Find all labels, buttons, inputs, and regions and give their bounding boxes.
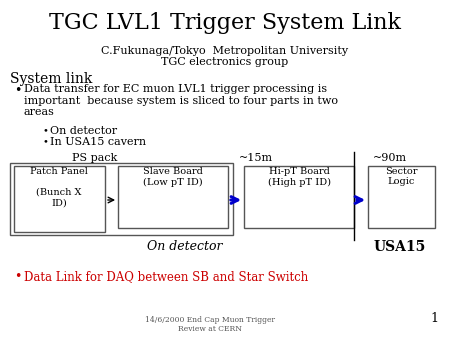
Text: 14/6/2000 End Cap Muon Trigger
Review at CERN: 14/6/2000 End Cap Muon Trigger Review at… — [145, 316, 275, 333]
Text: Hi-pT Board
(High pT ID): Hi-pT Board (High pT ID) — [267, 167, 330, 187]
Text: System link: System link — [10, 72, 92, 86]
Text: Data transfer for EC muon LVL1 trigger processing is
important  because system i: Data transfer for EC muon LVL1 trigger p… — [24, 84, 338, 117]
Text: PS pack: PS pack — [72, 153, 118, 163]
Bar — [244, 166, 354, 228]
Bar — [14, 166, 105, 232]
Text: TGC electronics group: TGC electronics group — [162, 57, 288, 67]
Text: ~15m: ~15m — [239, 153, 273, 163]
Text: •: • — [14, 84, 22, 97]
Text: C.Fukunaga/Tokyo  Metropolitan University: C.Fukunaga/Tokyo Metropolitan University — [101, 46, 349, 56]
Text: 1: 1 — [430, 312, 438, 325]
Text: Sector
Logic: Sector Logic — [385, 167, 417, 186]
Text: •: • — [14, 270, 22, 283]
Text: TGC LVL1 Trigger System Link: TGC LVL1 Trigger System Link — [49, 12, 401, 34]
Bar — [118, 166, 228, 228]
Text: USA15: USA15 — [374, 240, 426, 254]
Text: In USA15 cavern: In USA15 cavern — [50, 137, 146, 147]
Text: Slave Board
(Low pT ID): Slave Board (Low pT ID) — [143, 167, 203, 187]
Bar — [368, 166, 435, 228]
Text: ~90m: ~90m — [373, 153, 407, 163]
Text: On detector: On detector — [147, 240, 223, 253]
Text: On detector: On detector — [50, 126, 117, 136]
Bar — [10, 163, 233, 235]
Text: •: • — [42, 137, 48, 146]
Text: •: • — [42, 126, 48, 135]
Text: Patch Panel

(Bunch X
ID): Patch Panel (Bunch X ID) — [30, 167, 88, 207]
Text: Data Link for DAQ between SB and Star Switch: Data Link for DAQ between SB and Star Sw… — [24, 270, 308, 283]
